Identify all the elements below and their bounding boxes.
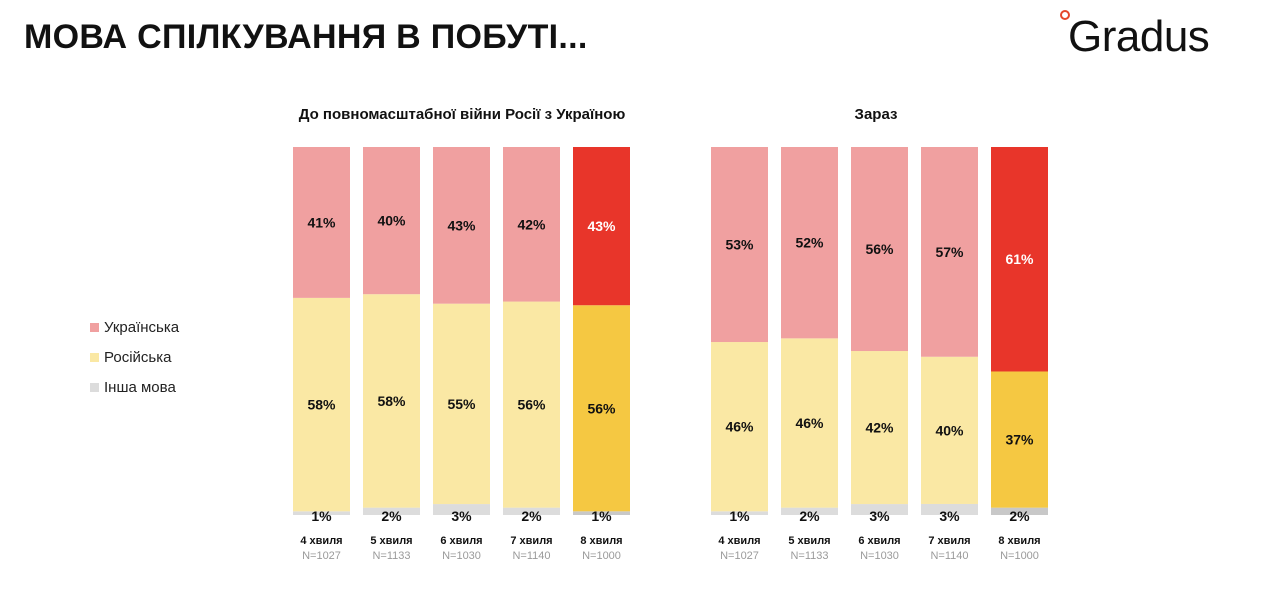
- logo-ring-icon: [1060, 10, 1070, 20]
- category-label-c2-4: 8 хвиля: [998, 535, 1040, 547]
- bar-segment-c1-Інша мова-1: [363, 507, 420, 515]
- data-label-c1-Інша мова-4: 1%: [591, 508, 612, 524]
- sample-size-c1-1: N=1133: [372, 550, 410, 562]
- data-label-c1-Українська-3: 42%: [517, 216, 546, 232]
- bar-segment-c1-Російська-4: [573, 305, 630, 512]
- bar-segment-c2-Українська-2: [851, 147, 908, 352]
- legend-swatch-ukrainian: [90, 322, 99, 332]
- data-label-c1-Інша мова-1: 2%: [381, 508, 402, 524]
- sample-size-c2-2: N=1030: [860, 550, 899, 562]
- category-label-c2-1: 5 хвиля: [788, 535, 830, 547]
- sample-size-c1-3: N=1140: [512, 550, 550, 562]
- legend-item-other: Інша мова: [90, 372, 179, 402]
- data-label-c2-Російська-0: 46%: [725, 419, 754, 435]
- sample-size-c1-0: N=1027: [302, 550, 341, 562]
- bar-segment-c2-Інша мова-3: [921, 503, 978, 515]
- bar-segment-c1-Російська-2: [433, 303, 490, 505]
- chart-legend: Українська Російська Інша мова: [90, 312, 179, 402]
- bar-segment-c1-Українська-1: [363, 147, 420, 295]
- bar-segment-c1-Українська-0: [293, 147, 350, 298]
- bar-segment-c1-Інша мова-3: [503, 507, 560, 515]
- category-label-c2-0: 4 хвиля: [718, 535, 760, 547]
- data-label-c2-Інша мова-2: 3%: [869, 508, 890, 524]
- data-label-c1-Російська-3: 56%: [517, 397, 546, 413]
- legend-swatch-other: [90, 382, 99, 392]
- legend-swatch-russian: [90, 352, 99, 362]
- data-label-c1-Інша мова-3: 2%: [521, 508, 542, 524]
- data-label-c1-Інша мова-2: 3%: [451, 508, 472, 524]
- data-label-c2-Інша мова-3: 3%: [939, 508, 960, 524]
- data-label-c1-Російська-4: 56%: [587, 400, 616, 416]
- data-label-c1-Російська-0: 58%: [307, 397, 336, 413]
- legend-item-ukrainian: Українська: [90, 312, 179, 342]
- data-label-c2-Російська-2: 42%: [865, 420, 894, 436]
- bar-segment-c1-Українська-4: [573, 147, 630, 306]
- data-label-c1-Українська-1: 40%: [377, 213, 406, 229]
- category-label-c1-4: 8 хвиля: [580, 535, 622, 547]
- bar-segment-c2-Російська-4: [991, 371, 1048, 508]
- bar-segment-c2-Інша мова-2: [851, 504, 908, 515]
- bar-segment-c1-Українська-3: [503, 147, 560, 302]
- sample-size-c2-4: N=1000: [1000, 550, 1039, 562]
- category-label-c2-2: 6 хвиля: [858, 535, 900, 547]
- legend-label-other: Інша мова: [104, 378, 176, 396]
- data-label-c1-Інша мова-0: 1%: [311, 508, 332, 524]
- data-label-c2-Українська-2: 56%: [865, 241, 894, 257]
- data-label-c1-Українська-2: 43%: [447, 217, 476, 233]
- bar-segment-c2-Українська-3: [921, 147, 978, 357]
- bar-segment-c2-Українська-1: [781, 147, 838, 339]
- data-label-c2-Інша мова-0: 1%: [729, 508, 750, 524]
- sample-size-c2-3: N=1140: [930, 550, 968, 562]
- chart-title-1: До повномасштабної війни Росії з Україно…: [299, 106, 626, 123]
- data-label-c1-Російська-1: 58%: [377, 393, 406, 409]
- bar-segment-c2-Російська-3: [921, 356, 978, 504]
- bar-segment-c2-Інша мова-0: [711, 511, 768, 515]
- data-label-c2-Російська-4: 37%: [1005, 432, 1034, 448]
- bar-segment-c2-Російська-0: [711, 342, 768, 512]
- bar-segment-c2-Українська-4: [991, 147, 1048, 372]
- data-label-c2-Українська-0: 53%: [725, 237, 754, 253]
- legend-item-russian: Російська: [90, 342, 179, 372]
- bar-segment-c1-Інша мова-2: [433, 504, 490, 515]
- category-label-c1-1: 5 хвиля: [370, 535, 412, 547]
- bar-segment-c2-Інша мова-4: [991, 507, 1048, 515]
- bar-segment-c2-Російська-2: [851, 351, 908, 505]
- bar-segment-c1-Українська-2: [433, 147, 490, 304]
- sample-size-c1-4: N=1000: [582, 550, 621, 562]
- page-title: МОВА СПІЛКУВАННЯ В ПОБУТІ...: [24, 18, 588, 56]
- sample-size-c1-2: N=1030: [442, 550, 481, 562]
- data-label-c1-Українська-4: 43%: [587, 218, 616, 234]
- chart-title-2: Зараз: [855, 106, 898, 123]
- legend-label-ukrainian: Українська: [104, 318, 180, 336]
- bar-segment-c2-Російська-1: [781, 338, 838, 508]
- data-label-c2-Російська-3: 40%: [935, 422, 964, 438]
- bar-segment-c1-Російська-0: [293, 297, 350, 512]
- data-label-c2-Українська-1: 52%: [795, 235, 824, 251]
- bar-segment-c2-Інша мова-1: [781, 507, 838, 515]
- logo-text: Gradus: [1068, 12, 1210, 61]
- bar-segment-c1-Інша мова-4: [573, 511, 630, 515]
- data-label-c2-Українська-3: 57%: [935, 244, 964, 260]
- category-label-c2-3: 7 хвиля: [928, 535, 970, 547]
- data-label-c2-Українська-4: 61%: [1005, 251, 1034, 267]
- data-label-c1-Українська-0: 41%: [307, 214, 336, 230]
- data-label-c2-Інша мова-4: 2%: [1009, 508, 1030, 524]
- bar-segment-c2-Українська-0: [711, 147, 768, 343]
- sample-size-c2-0: N=1027: [720, 550, 759, 562]
- gradus-logo: Gradus: [1056, 6, 1246, 66]
- data-label-c2-Російська-1: 46%: [795, 415, 824, 431]
- category-label-c1-2: 6 хвиля: [440, 535, 482, 547]
- data-label-c2-Інша мова-1: 2%: [799, 508, 820, 524]
- legend-label-russian: Російська: [104, 348, 172, 366]
- category-label-c1-0: 4 хвиля: [300, 535, 342, 547]
- bar-segment-c1-Інша мова-0: [293, 511, 350, 515]
- bar-segment-c1-Російська-3: [503, 301, 560, 508]
- category-label-c1-3: 7 хвиля: [510, 535, 552, 547]
- data-label-c1-Російська-2: 55%: [447, 396, 476, 412]
- sample-size-c2-1: N=1133: [790, 550, 828, 562]
- bar-segment-c1-Російська-1: [363, 294, 420, 508]
